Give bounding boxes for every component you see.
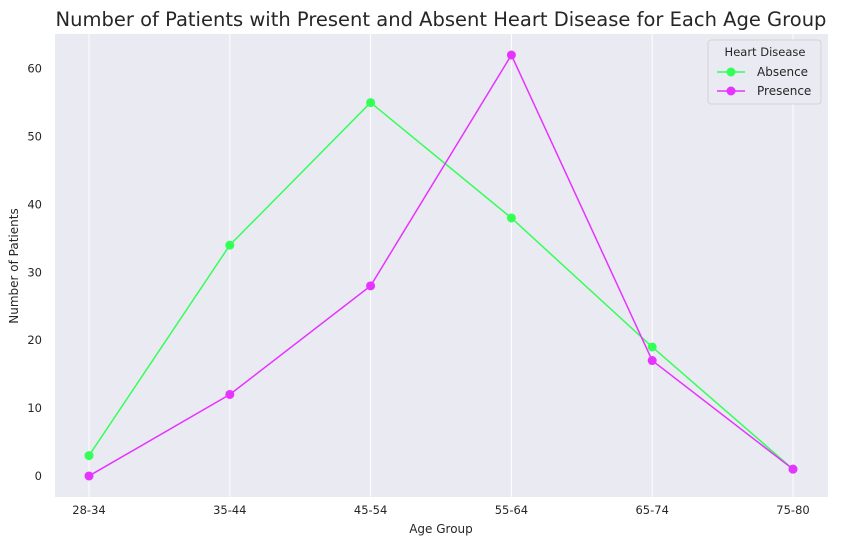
x-tick-label-65-74: 65-74: [635, 503, 668, 517]
legend-title: Heart Disease: [725, 45, 806, 59]
data-point-absence-35-44: [225, 240, 235, 250]
y-tick-label-40: 40: [27, 197, 42, 211]
legend-marker-absence: [726, 67, 736, 77]
data-point-presence-35-44: [225, 389, 235, 399]
data-point-absence-55-64: [506, 213, 516, 223]
x-tick-label-75-80: 75-80: [776, 503, 809, 517]
legend-box: [707, 39, 822, 105]
data-point-presence-75-80: [788, 464, 798, 474]
plot-area: [55, 34, 828, 497]
data-point-presence-65-74: [647, 356, 657, 366]
y-tick-label-50: 50: [27, 130, 42, 144]
series-line-absence: [88, 101, 794, 470]
x-tick-label-45-54: 45-54: [354, 503, 387, 517]
x-axis-label: Age Group: [409, 522, 473, 536]
legend: Heart Disease Absence Presence: [707, 39, 822, 105]
y-tick-label-20: 20: [27, 333, 42, 347]
y-axis-label: Number of Patients: [7, 208, 21, 323]
legend-label-absence: Absence: [757, 65, 808, 79]
series-layer: [84, 50, 798, 481]
y-tick-label-0: 0: [35, 469, 42, 483]
tick-labels: 28-34 35-44 45-54 55-64 65-74 75-80 0 10 20 30 40 5…: [27, 62, 809, 517]
y-tick-label-10: 10: [27, 401, 42, 415]
data-point-absence-28-34: [84, 451, 94, 461]
series-line-presence: [88, 53, 794, 477]
data-point-presence-55-64: [506, 50, 516, 60]
legend-marker-presence: [726, 86, 736, 96]
y-tick-label-60: 60: [27, 62, 42, 76]
chart-title: Number of Patients with Present and Abse…: [56, 8, 827, 31]
data-point-presence-45-54: [366, 281, 376, 291]
data-point-absence-65-74: [647, 342, 657, 352]
grid-lines: [88, 34, 794, 497]
x-tick-label-28-34: 28-34: [72, 503, 105, 517]
y-tick-label-30: 30: [27, 265, 42, 279]
data-point-absence-45-54: [366, 98, 376, 108]
x-tick-label-55-64: 55-64: [495, 503, 528, 517]
legend-label-presence: Presence: [757, 84, 811, 98]
x-tick-label-35-44: 35-44: [213, 503, 246, 517]
data-point-presence-28-34: [84, 471, 94, 481]
